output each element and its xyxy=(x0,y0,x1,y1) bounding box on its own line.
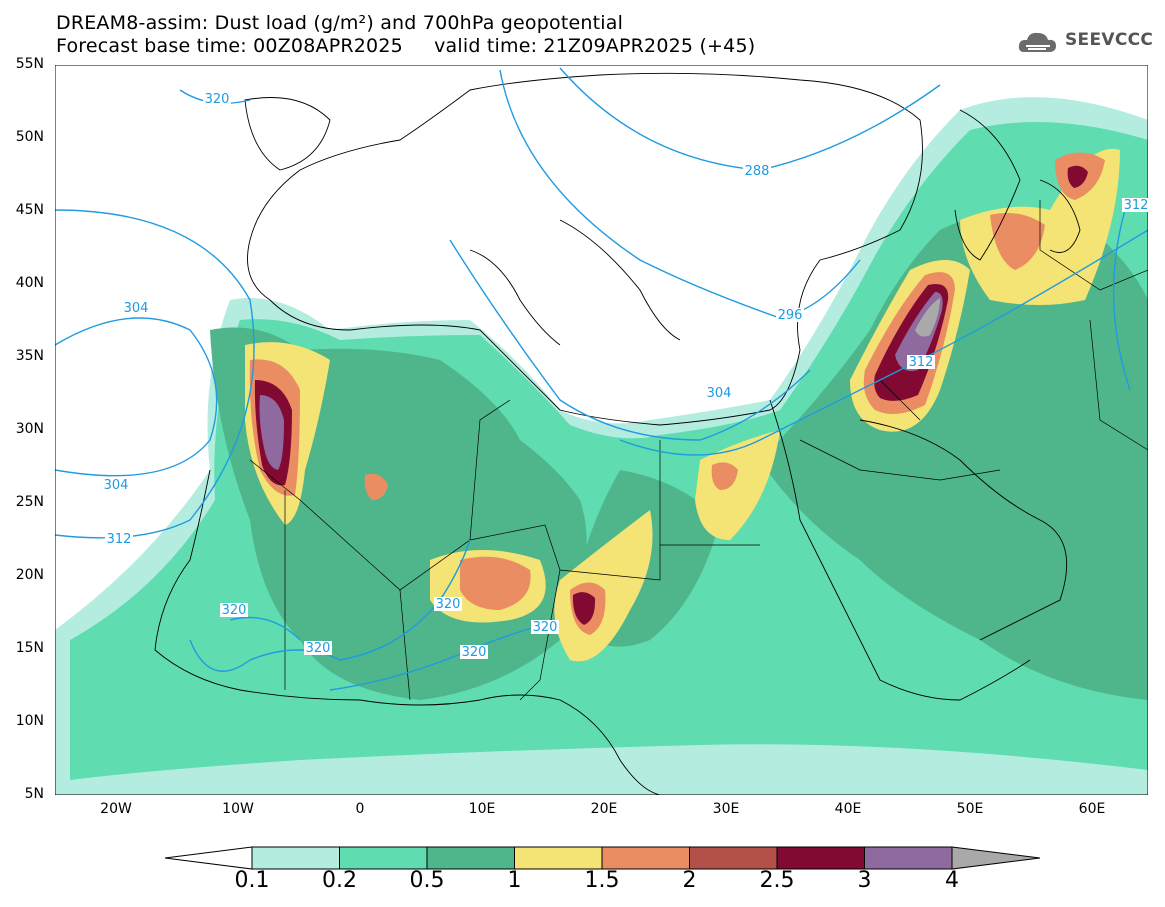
dust-core-2-libya xyxy=(364,473,388,500)
colorbar-tick-label: 2 xyxy=(682,868,697,893)
colorbar-segment xyxy=(776,846,865,870)
colorbar-tick-label: 0.1 xyxy=(234,868,270,893)
lon-tick-label: 40E xyxy=(834,801,862,817)
colorbar-segment xyxy=(864,846,953,870)
cloud-icon xyxy=(1018,32,1056,52)
colorbar-tick-label: 1.5 xyxy=(584,868,620,893)
contour-label: 304 xyxy=(707,386,732,401)
contour-label: 320 xyxy=(533,620,558,635)
colorbar-tick-label: 3 xyxy=(857,868,872,893)
contour-label-bg xyxy=(705,386,733,400)
colorbar-over-triangle xyxy=(951,846,1041,870)
colorbar-tick-label: 0.5 xyxy=(409,868,445,893)
lon-tick-label: 60E xyxy=(1078,801,1106,817)
dust-core-2-egypt xyxy=(711,462,738,490)
lat-tick-label: 25N xyxy=(15,494,44,510)
contour-label-bg xyxy=(304,641,332,655)
lon-tick-label: 50E xyxy=(956,801,984,817)
contour-label: 304 xyxy=(104,478,129,493)
contour-label-bg xyxy=(776,308,804,322)
geopotential-contours xyxy=(55,67,1148,691)
lon-tick-label: 30E xyxy=(712,801,740,817)
contour-label-bg xyxy=(1122,198,1150,212)
contour-label-bg xyxy=(203,92,231,106)
lat-tick-label: 35N xyxy=(15,348,44,364)
contour-label: 320 xyxy=(306,641,331,656)
dust-core-2-caspian xyxy=(990,212,1045,270)
lat-tick-label: 30N xyxy=(15,421,44,437)
colorbar xyxy=(164,846,1041,870)
colorbar-segment xyxy=(514,846,603,870)
lat-tick-label: 40N xyxy=(15,275,44,291)
borders xyxy=(249,200,1148,701)
contour-label: 304 xyxy=(124,301,149,316)
colorbar-tick-label: 4 xyxy=(945,868,959,893)
contour-label: 288 xyxy=(745,164,770,179)
contour-label-bg xyxy=(434,597,462,611)
dust-core-3-chad xyxy=(572,592,596,625)
lon-tick-label: 20W xyxy=(100,801,132,817)
dust-core-2-sahara xyxy=(460,556,531,610)
colorbar-segment xyxy=(251,846,340,870)
colorbar-segment xyxy=(426,846,515,870)
dust-core-3-kazakh xyxy=(1067,165,1088,188)
contour-label-bg xyxy=(220,603,248,617)
lon-tick-label: 10W xyxy=(222,801,254,817)
colorbar-tick-label: 1 xyxy=(507,868,522,893)
contour-label: 320 xyxy=(436,597,461,612)
contour-label-bg xyxy=(743,164,771,178)
contour-label-bg xyxy=(102,478,130,492)
chart-title-line1: DREAM8-assim: Dust load (g/m²) and 700hP… xyxy=(56,12,624,34)
dust-core-1-egypt xyxy=(695,430,780,540)
contour-label-bg xyxy=(907,355,935,369)
colorbar-segment xyxy=(339,846,428,870)
dust-core-4-morocco xyxy=(259,395,284,470)
lat-tick-label: 10N xyxy=(15,713,44,729)
colorbar-under-triangle xyxy=(164,846,253,870)
contour-label-bg xyxy=(105,532,133,546)
contour-label: 320 xyxy=(205,92,230,107)
lat-tick-label: 50N xyxy=(15,129,44,145)
lat-tick-label: 20N xyxy=(15,567,44,583)
dust-map: 320 288 312 304 296 304 304 312 312 320 320 320 320 3… xyxy=(55,65,1150,795)
colorbar-tick-label: 2.5 xyxy=(759,868,795,893)
colorbar-segment xyxy=(601,846,690,870)
lat-tick-label: 45N xyxy=(15,202,44,218)
contour-label: 296 xyxy=(778,308,803,323)
colorbar-segment xyxy=(689,846,778,870)
lon-tick-label: 20E xyxy=(590,801,618,817)
lat-tick-label: 55N xyxy=(15,56,44,72)
contour-label: 312 xyxy=(1124,198,1149,213)
lon-tick-label: 0 xyxy=(355,801,365,817)
contour-label-bg xyxy=(460,645,488,659)
contour-label: 312 xyxy=(909,355,934,370)
lat-tick-label: 5N xyxy=(24,786,44,802)
dust-core-max-iraq xyxy=(915,298,940,337)
contour-label-bg xyxy=(122,301,150,315)
contour-label-bg xyxy=(531,620,559,634)
logo-text: SEEVCCC xyxy=(1065,30,1154,50)
lon-tick-label: 10E xyxy=(468,801,496,817)
colorbar-tick-label: 0.2 xyxy=(322,868,357,893)
contour-label: 320 xyxy=(222,603,247,618)
lat-tick-label: 15N xyxy=(15,640,44,656)
chart-title-line2: Forecast base time: 00Z08APR2025 valid t… xyxy=(56,35,756,57)
contour-label: 312 xyxy=(107,532,132,547)
contour-label: 320 xyxy=(462,645,487,660)
